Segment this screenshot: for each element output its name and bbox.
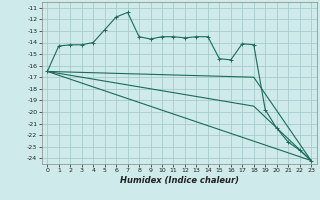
X-axis label: Humidex (Indice chaleur): Humidex (Indice chaleur) — [120, 176, 239, 185]
